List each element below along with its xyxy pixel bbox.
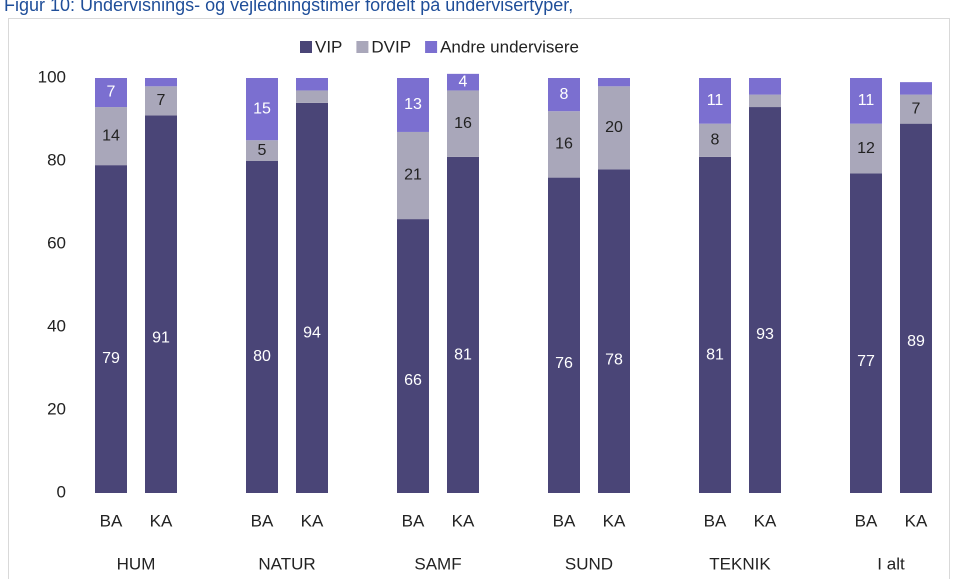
y-tick-label: 20 xyxy=(47,399,66,418)
y-tick-label: 60 xyxy=(47,233,66,252)
chart-frame xyxy=(8,18,950,579)
x-tick-label: BA xyxy=(855,511,878,530)
legend-swatch xyxy=(300,41,312,53)
x-tick-label: KA xyxy=(603,511,626,530)
bar-segment xyxy=(699,78,731,124)
bar-segment xyxy=(598,86,630,170)
data-label: 89 xyxy=(907,333,925,350)
data-label: 8 xyxy=(560,86,569,103)
bar-segment xyxy=(900,82,932,95)
bar-segment xyxy=(296,90,328,103)
data-label: 16 xyxy=(454,115,472,132)
bar-segment xyxy=(548,177,580,493)
bar-segment xyxy=(296,102,328,494)
data-label: 15 xyxy=(253,100,271,117)
bar-segment xyxy=(598,78,630,87)
data-label: 14 xyxy=(102,127,120,144)
data-label: 81 xyxy=(454,346,472,363)
y-tick-label: 40 xyxy=(47,316,66,335)
legend-swatch xyxy=(425,41,438,53)
data-label: 80 xyxy=(253,348,271,365)
bar-segment xyxy=(900,123,932,494)
data-label: 81 xyxy=(706,346,724,363)
x-tick-label: KA xyxy=(754,511,777,530)
bar-segment xyxy=(397,131,429,220)
bar-segment xyxy=(749,107,781,494)
y-tick-label: 80 xyxy=(47,150,66,169)
x-tick-label: BA xyxy=(251,511,274,530)
data-label: 93 xyxy=(756,326,774,343)
legend-label: Andre undervisere xyxy=(440,37,579,56)
data-label: 13 xyxy=(404,96,422,113)
bar-segment xyxy=(850,173,882,493)
data-label: 5 xyxy=(258,142,267,159)
bar-segment xyxy=(548,78,580,112)
bar-segment xyxy=(397,219,429,493)
bar-segment xyxy=(397,78,429,132)
legend-label: VIP xyxy=(315,37,342,56)
chart-title: Figur 10: Undervisnings- og vejledningst… xyxy=(4,0,573,15)
y-tick-label: 0 xyxy=(57,482,66,501)
data-label: 76 xyxy=(555,355,573,372)
data-label: 78 xyxy=(605,352,623,369)
bar-segment xyxy=(246,78,278,141)
data-label: 4 xyxy=(459,73,468,90)
bar-segment xyxy=(447,90,479,157)
bar-segment xyxy=(145,115,177,493)
bar-segment xyxy=(145,78,177,87)
data-label: 12 xyxy=(857,140,875,157)
data-label: 91 xyxy=(152,329,170,346)
y-tick-label: 100 xyxy=(38,67,66,86)
bar-segment xyxy=(850,123,882,174)
bar-segment xyxy=(850,78,882,124)
bar-segment xyxy=(749,78,781,95)
bar-segment xyxy=(699,123,731,157)
bar-segment xyxy=(447,156,479,493)
bar-segment xyxy=(447,73,479,91)
legend-label: DVIP xyxy=(371,37,411,56)
x-tick-label: BA xyxy=(100,511,123,530)
group-label: NATUR xyxy=(258,554,315,573)
x-tick-label: KA xyxy=(301,511,324,530)
bar-segment xyxy=(548,111,580,178)
bar-segment xyxy=(95,78,127,108)
bar-segment xyxy=(699,156,731,493)
bar-segment xyxy=(749,94,781,108)
group-label: HUM xyxy=(117,554,156,573)
data-label: 11 xyxy=(858,92,875,109)
bar-segment xyxy=(95,165,127,493)
bar-segment xyxy=(900,94,932,124)
group-label: I alt xyxy=(877,554,905,573)
x-tick-label: KA xyxy=(905,511,928,530)
bar-segment xyxy=(296,78,328,91)
data-label: 20 xyxy=(605,119,623,136)
bar-segment xyxy=(598,169,630,494)
data-label: 11 xyxy=(707,92,724,109)
data-label: 77 xyxy=(857,353,875,370)
group-label: SUND xyxy=(565,554,613,573)
data-label: 79 xyxy=(102,350,120,367)
x-tick-label: BA xyxy=(402,511,425,530)
bar-segment xyxy=(145,86,177,116)
bar-segment xyxy=(95,107,127,166)
data-label: 7 xyxy=(912,100,921,117)
x-tick-label: KA xyxy=(150,511,173,530)
data-label: 7 xyxy=(157,92,166,109)
data-label: 21 xyxy=(404,167,422,184)
x-tick-label: BA xyxy=(704,511,727,530)
data-label: 16 xyxy=(555,136,573,153)
data-label: 66 xyxy=(404,372,422,389)
group-label: SAMF xyxy=(414,554,461,573)
data-label: 7 xyxy=(107,84,116,101)
bar-segment xyxy=(246,140,278,161)
x-tick-label: BA xyxy=(553,511,576,530)
x-tick-label: KA xyxy=(452,511,475,530)
data-label: 8 xyxy=(711,131,720,148)
group-label: TEKNIK xyxy=(709,554,771,573)
data-label: 94 xyxy=(303,324,321,341)
legend-swatch xyxy=(356,41,369,53)
bar-segment xyxy=(246,161,278,493)
